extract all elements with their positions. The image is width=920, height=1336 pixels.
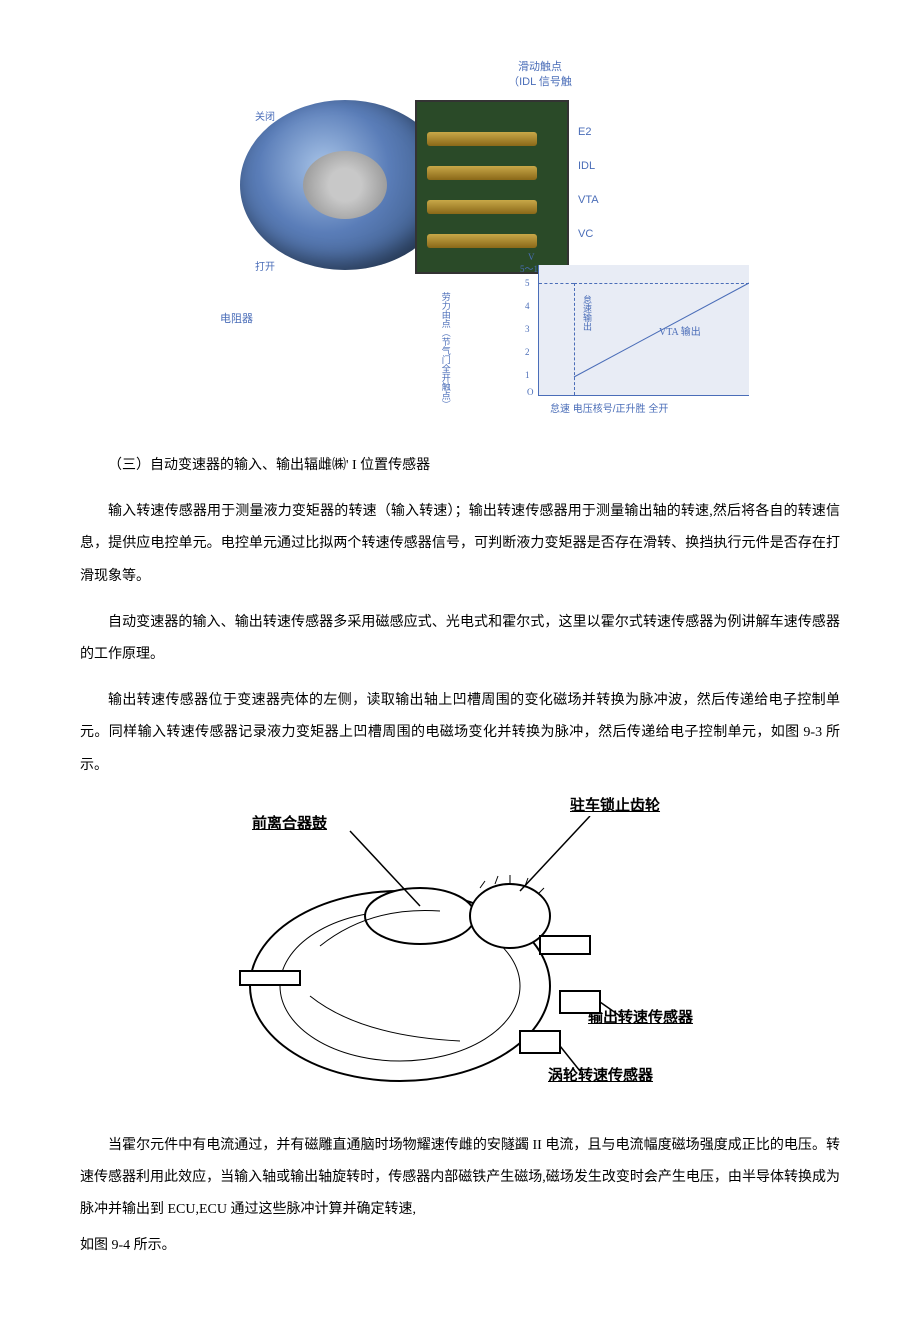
origin-o: O xyxy=(527,387,534,397)
voltage-graph: 5 4 3 2 1 O 怠速输出 VTA 输出 xyxy=(538,265,749,396)
ytick-4: 4 xyxy=(525,301,530,311)
figure-transmission-sensors: 前离合器鼓 驻车锁止齿轮 输出转速传感器 涡轮转速传感器 xyxy=(180,796,740,1116)
trace-idl xyxy=(427,166,537,180)
open-label: 打开 xyxy=(255,258,275,273)
paragraph-2: 自动变速器的输入、输出转速传感器多采用磁感应式、光电式和霍尔式，这里以霍尔式转速… xyxy=(80,607,840,671)
paragraph-1: 输入转速传感器用于测量液力变矩器的转速（输入转速）；输出转速传感器用于测量输出轴… xyxy=(80,496,840,593)
idle-output-label: 怠速输出 xyxy=(581,295,594,331)
transmission-diagram xyxy=(220,816,700,1106)
top-label-2: （IDL 信号触 xyxy=(508,76,572,88)
vta-line xyxy=(539,265,749,395)
close-label: 关闭 xyxy=(255,108,275,123)
trace-e2 xyxy=(427,132,537,146)
ytick-2: 2 xyxy=(525,347,530,357)
figure-throttle-sensor: 滑动触点 （IDL 信号触 关闭 打开 E2 IDL VTA VC 电阻器 劳力… xyxy=(160,60,760,420)
top-label-1: 滑动触点 xyxy=(518,61,562,73)
paragraph-4: 当霍尔元件中有电流通过，并有磁雕直通脑时场物耀速传雌的安隧蠲 II 电流，且与电… xyxy=(80,1130,840,1227)
trace-vc xyxy=(427,234,537,248)
pin-e2: E2 xyxy=(578,126,591,138)
ytick-1: 1 xyxy=(525,370,530,380)
pin-idl: IDL xyxy=(578,160,595,172)
pin-vc: VC xyxy=(578,228,593,240)
pin-vta: VTA xyxy=(578,194,599,206)
vta-output-label: VTA 输出 xyxy=(659,323,701,338)
sensor-inner xyxy=(303,151,387,219)
circuit-board-image xyxy=(415,100,569,274)
resistor-label: 电阻器 xyxy=(220,310,253,326)
ytick-5: 5 xyxy=(525,278,530,288)
label-park-gear: 驻车锁止齿轮 xyxy=(570,794,660,815)
paragraph-3: 输出转速传感器位于变速器壳体的左侧，读取输出轴上凹槽周围的变化磁场并转换为脉冲波… xyxy=(80,685,840,782)
graph-x-axis-label: 怠速 电压核号/正升胜 全开 xyxy=(550,400,668,415)
ytick-3: 3 xyxy=(525,324,530,334)
section-heading: （三）自动变速器的输入、输出辐雌㈱' I 位置传感器 xyxy=(80,450,840,482)
vertical-throttle-label: 劳力由点（节气门全开触点） xyxy=(440,292,451,409)
graph-v-label: V xyxy=(528,252,535,262)
fig1-top-label: 滑动触点 （IDL 信号触 xyxy=(440,60,640,91)
paragraph-5: 如图 9-4 所示。 xyxy=(80,1230,840,1262)
trace-vta xyxy=(427,200,537,214)
